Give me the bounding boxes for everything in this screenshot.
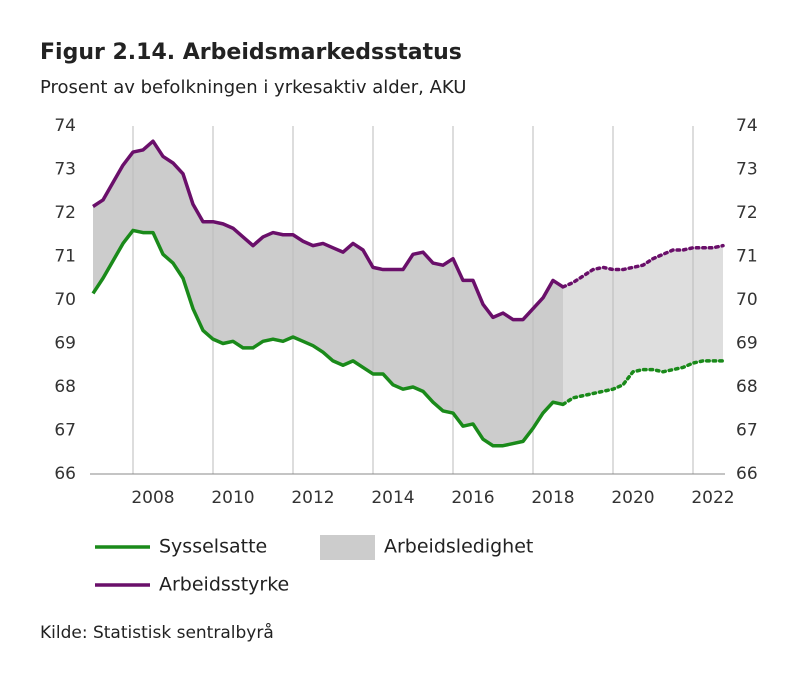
chart-subtitle: Prosent av befolkningen i yrkesaktiv ald…	[40, 77, 466, 98]
legend-label: Sysselsatte	[159, 536, 267, 558]
y2-tick-label: 73	[736, 160, 758, 180]
series-line	[92, 139, 564, 322]
y-tick-label: 71	[54, 247, 76, 267]
y-tick-label: 72	[54, 203, 76, 223]
series-line	[561, 359, 725, 407]
unemployment-band	[563, 245, 723, 405]
chart-title: Figur 2.14. Arbeidsmarkedsstatus	[40, 40, 462, 65]
y-tick-label: 73	[54, 160, 76, 180]
series-line	[91, 228, 564, 448]
y-tick-label: 68	[54, 377, 76, 397]
y2-tick-label: 68	[736, 377, 758, 397]
y2-tick-label: 72	[736, 203, 758, 223]
x-tick-label: 2012	[291, 488, 334, 508]
x-tick-label: 2016	[451, 488, 494, 508]
y2-tick-label: 71	[736, 247, 758, 267]
y2-tick-label: 66	[736, 464, 758, 484]
x-tick-label: 2014	[371, 488, 414, 508]
legend-swatch	[320, 535, 375, 560]
x-tick-label: 2008	[131, 488, 174, 508]
unemployment-band	[93, 141, 563, 446]
x-tick-label: 2020	[611, 488, 654, 508]
y-tick-label: 74	[54, 116, 76, 136]
y-tick-label: 69	[54, 334, 76, 354]
y-tick-label: 67	[54, 421, 76, 441]
legend-label: Arbeidsstyrke	[159, 574, 289, 596]
y2-tick-label: 67	[736, 421, 758, 441]
y-tick-label: 70	[54, 290, 76, 310]
series-line	[561, 243, 725, 289]
source: Kilde: Statistisk sentralbyrå	[40, 622, 274, 643]
x-tick-label: 2018	[531, 488, 574, 508]
y2-tick-label: 74	[736, 116, 758, 136]
x-tick-label: 2022	[691, 488, 734, 508]
x-tick-label: 2010	[211, 488, 254, 508]
y-tick-label: 66	[54, 464, 76, 484]
y2-tick-label: 70	[736, 290, 758, 310]
y2-tick-label: 69	[736, 334, 758, 354]
legend-label: Arbeidsledighet	[384, 536, 533, 558]
